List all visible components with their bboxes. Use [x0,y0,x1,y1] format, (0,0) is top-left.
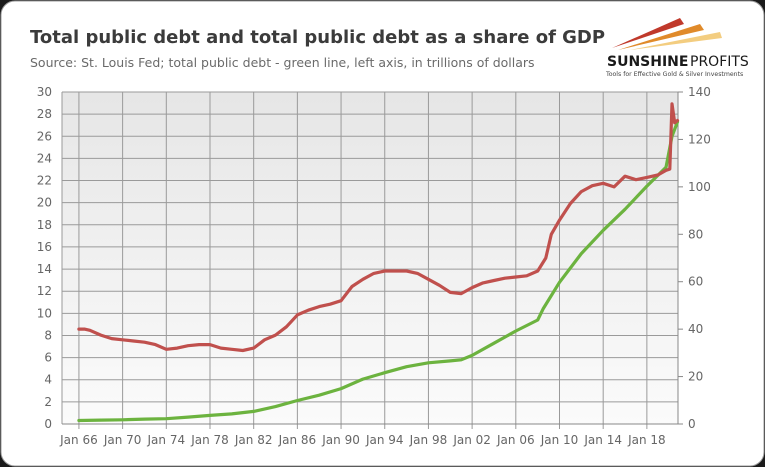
y-left-tick-label: 6 [44,351,52,365]
x-tick-label: Jan 70 [103,433,142,447]
x-tick-label: Jan 82 [234,433,273,447]
y-right-tick-label: 0 [688,417,696,431]
y-left-tick-label: 14 [37,262,52,276]
x-tick-label: Jan 98 [409,433,448,447]
plot-area [62,92,678,424]
logo-streak-red [612,18,684,48]
x-tick-label: Jan 06 [496,433,535,447]
axes: 0246810121416182022242628300204060801001… [37,85,711,447]
x-tick-label: Jan 66 [59,433,98,447]
y-left-tick-label: 28 [37,107,52,121]
chart-subtitle: Source: St. Louis Fed; total public debt… [30,55,535,70]
y-right-tick-label: 60 [688,275,703,289]
x-tick-label: Jan 10 [540,433,579,447]
y-right-tick-label: 140 [688,85,711,99]
y-left-tick-label: 0 [44,417,52,431]
y-right-tick-label: 100 [688,180,711,194]
y-right-tick-label: 20 [688,370,703,384]
logo-name-bold: SUNSHINE [607,54,688,70]
x-tick-label: Jan 14 [583,433,622,447]
sunshine-profits-logo: SUNSHINE PROFITS Tools for Effective Gol… [605,18,749,78]
x-tick-label: Jan 78 [190,433,229,447]
logo-name-light: PROFITS [690,54,749,70]
x-tick-label: Jan 18 [627,433,666,447]
logo-streak-orange [618,24,704,50]
y-right-tick-label: 80 [688,227,703,241]
y-left-tick-label: 16 [37,240,52,254]
gridlines [61,91,678,429]
y-right-tick-label: 40 [688,322,703,336]
x-tick-label: Jan 74 [147,433,186,447]
y-left-tick-label: 20 [37,196,52,210]
y-left-tick-label: 8 [44,328,52,342]
x-tick-label: Jan 90 [321,433,360,447]
y-left-tick-label: 12 [37,284,52,298]
y-left-tick-label: 10 [37,306,52,320]
debt-to-gdp-line [77,102,680,353]
debt-trillions-line [77,120,680,423]
y-left-tick-label: 30 [37,85,52,99]
y-left-tick-label: 26 [37,129,52,143]
x-tick-label: Jan 94 [365,433,404,447]
y-left-tick-label: 24 [37,151,52,165]
x-tick-label: Jan 86 [278,433,317,447]
logo-tagline: Tools for Effective Gold & Silver Invest… [605,71,743,78]
y-left-tick-label: 22 [37,174,52,188]
logo-streak-yellow [630,32,722,50]
y-left-tick-label: 4 [44,373,52,387]
y-left-tick-label: 18 [37,218,52,232]
y-right-tick-label: 120 [688,132,711,146]
chart-title: Total public debt and total public debt … [30,27,605,48]
x-tick-label: Jan 02 [452,433,491,447]
y-left-tick-label: 2 [44,395,52,409]
series-lines [77,102,680,423]
